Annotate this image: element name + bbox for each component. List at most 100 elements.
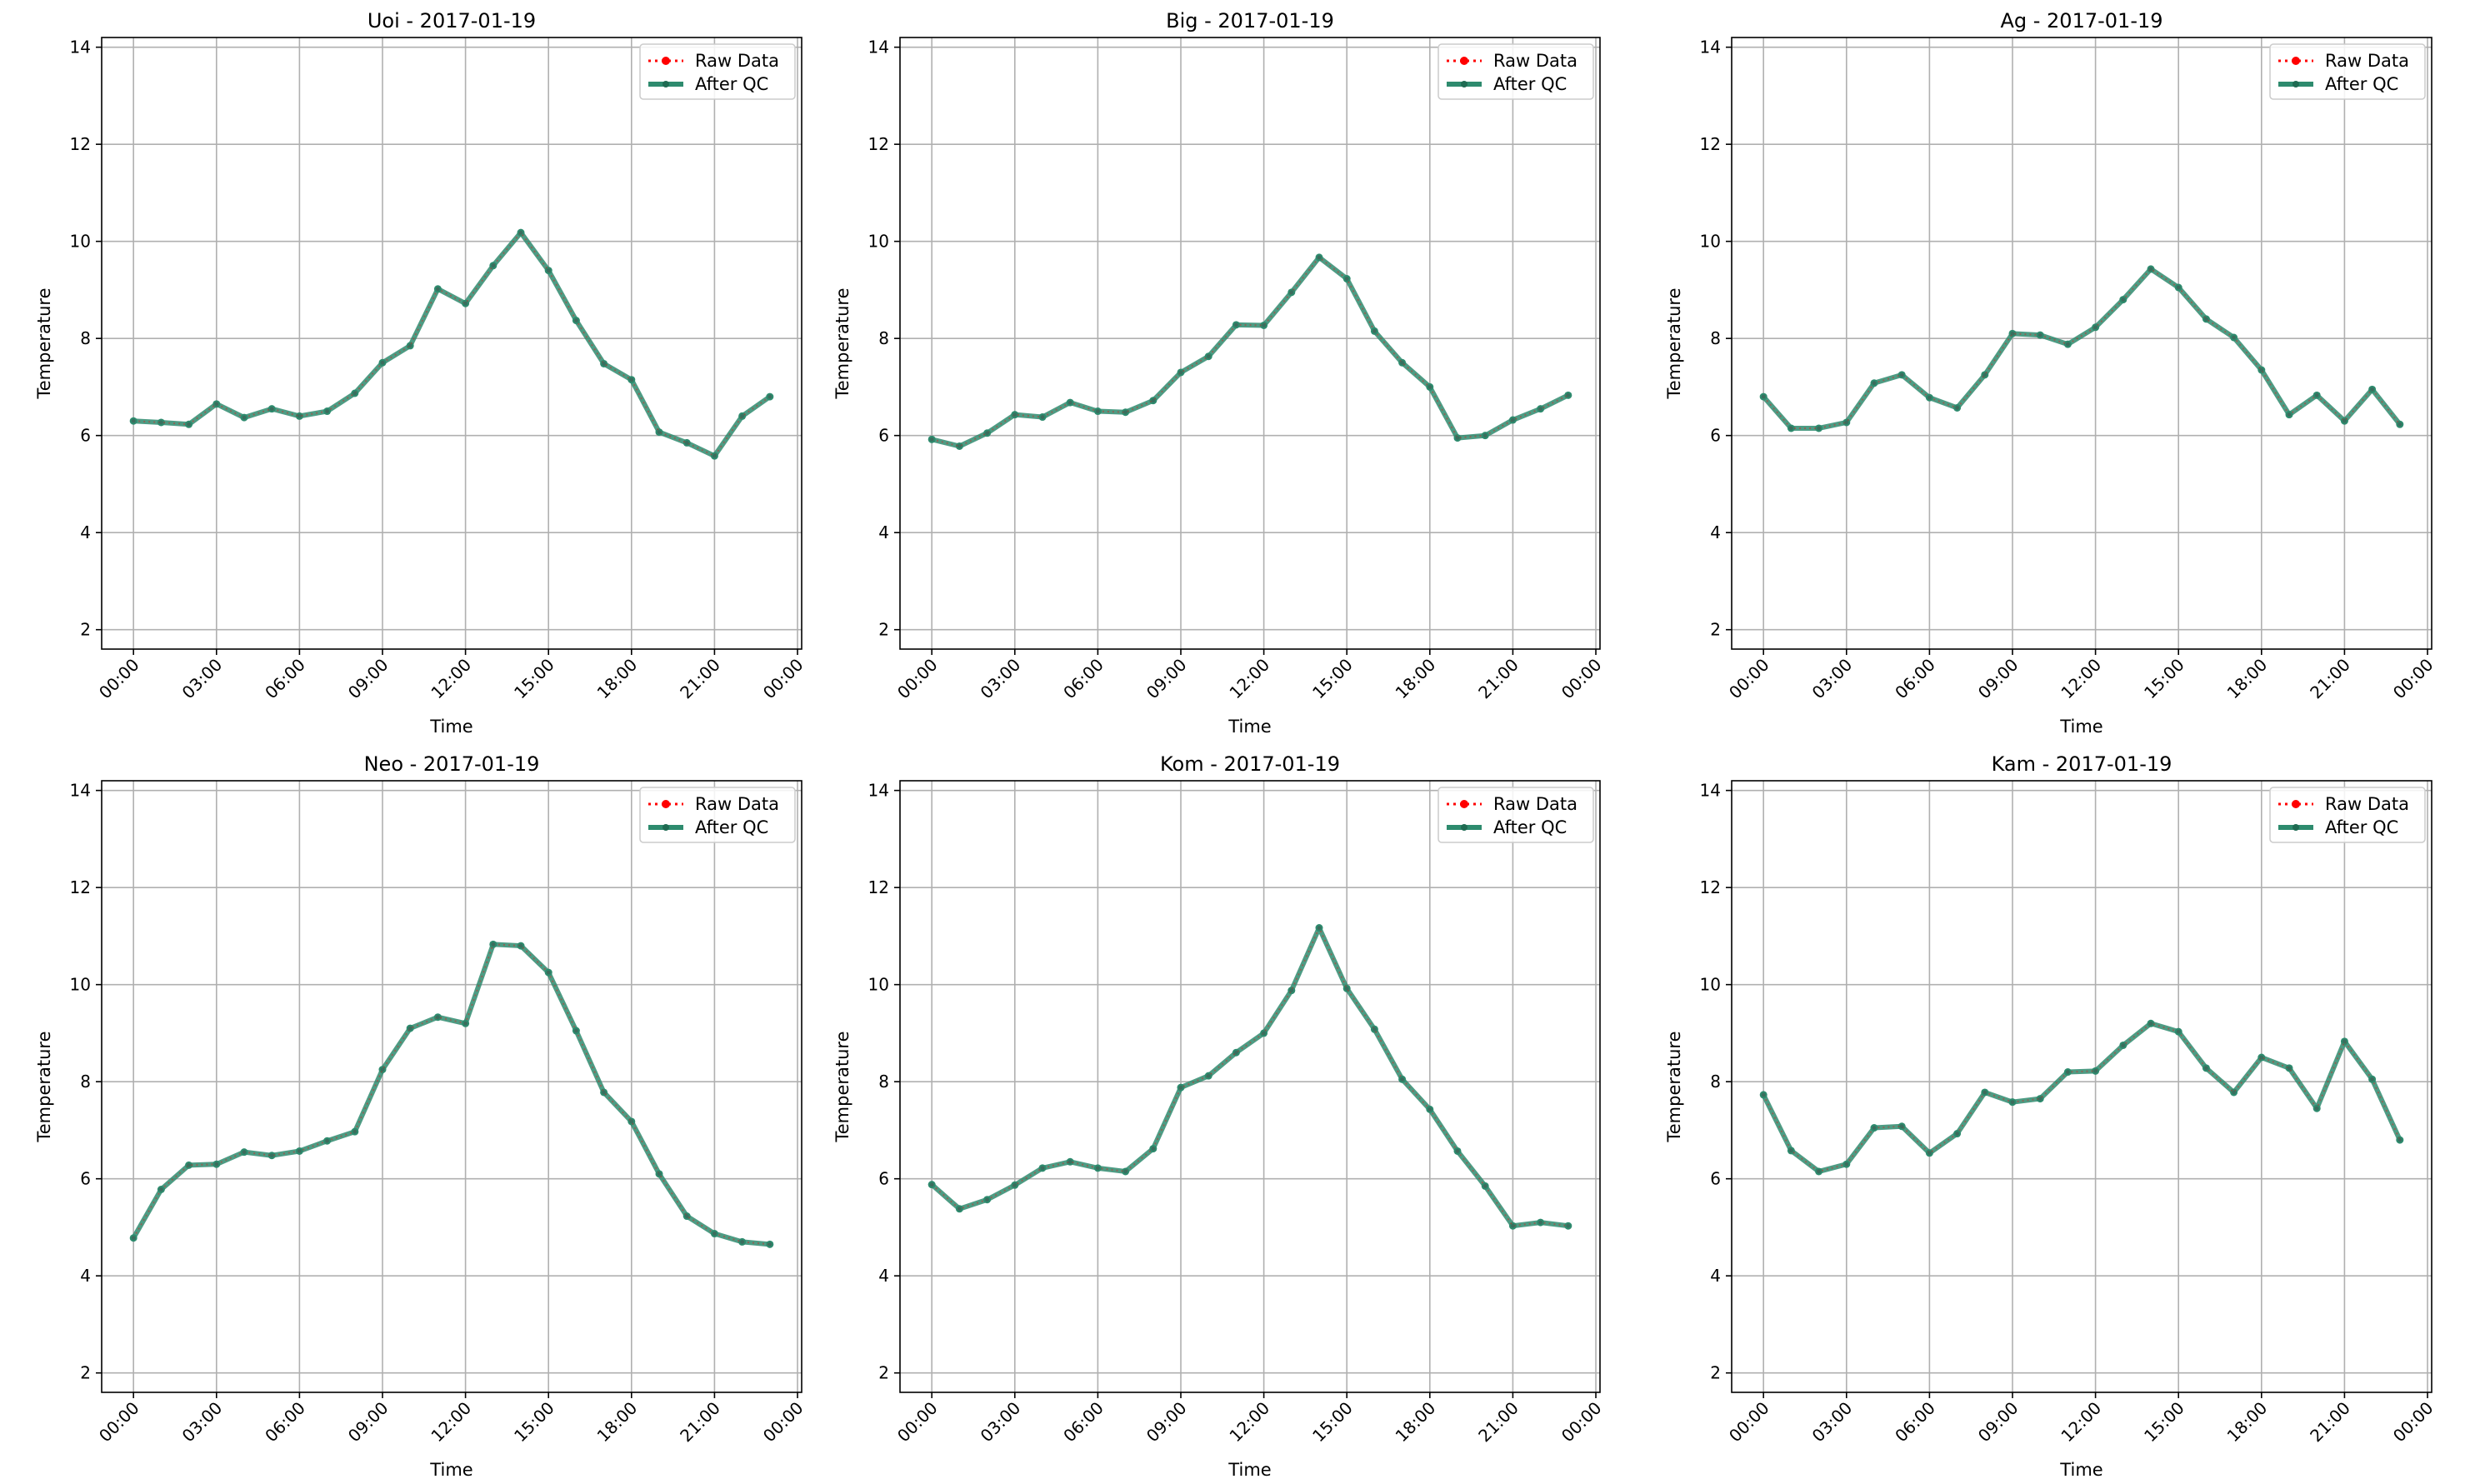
legend: Raw Data After QC <box>2269 787 2426 843</box>
raw-data-point <box>1538 407 1543 412</box>
legend: Raw Data After QC <box>639 43 796 100</box>
raw-data-point <box>1482 1184 1488 1188</box>
raw-data-point <box>1428 385 1432 389</box>
raw-data-point <box>1317 255 1322 260</box>
raw-data-point <box>158 420 163 425</box>
raw-data-point <box>712 453 717 458</box>
raw-data-point <box>1095 1166 1100 1171</box>
raw-data-point <box>1566 392 1571 397</box>
raw-data-point <box>2010 331 2015 336</box>
raw-data-point <box>1233 322 1238 327</box>
legend-label-after-qc: After QC <box>1493 74 1567 94</box>
raw-data-point <box>1262 323 1267 327</box>
raw-data-point <box>435 1015 440 1020</box>
raw-data-point <box>1151 1147 1156 1151</box>
raw-data-point <box>2093 325 2098 330</box>
raw-data-point <box>957 444 962 448</box>
x-axis-label: Time <box>2059 1460 2102 1480</box>
raw-data-point <box>929 1182 934 1187</box>
raw-data-point <box>985 1197 989 1202</box>
raw-data-point <box>1317 926 1322 930</box>
raw-data-point <box>297 1149 302 1153</box>
x-axis-label: Time <box>429 717 472 737</box>
x-axis-label: Time <box>1228 1460 1271 1480</box>
raw-data-point <box>518 943 523 948</box>
y-tick-label: 8 <box>80 1072 91 1092</box>
raw-data-point <box>574 318 578 323</box>
raw-data-point <box>242 415 247 420</box>
raw-data-point <box>131 418 136 423</box>
y-tick-label: 4 <box>878 522 889 542</box>
y-tick-label: 6 <box>1710 1169 1721 1189</box>
raw-data-point <box>574 1028 578 1033</box>
y-tick-label: 14 <box>868 37 889 57</box>
raw-data-point <box>985 431 989 436</box>
raw-data-point <box>1012 412 1018 417</box>
legend-marker-raw-data <box>2292 57 2300 65</box>
y-tick-label: 6 <box>878 426 889 446</box>
raw-data-point <box>2065 342 2070 347</box>
y-tick-label: 12 <box>1700 877 1721 897</box>
legend-label-after-qc: After QC <box>1493 817 1567 837</box>
raw-data-point <box>1872 1126 1877 1130</box>
legend-marker-raw-data <box>2292 800 2300 808</box>
legend: Raw Data After QC <box>1438 43 1594 100</box>
raw-data-point <box>1761 1092 1766 1097</box>
raw-data-point <box>463 1021 468 1026</box>
raw-data-point <box>1206 354 1211 359</box>
raw-data-point <box>2287 1066 2292 1071</box>
raw-data-point <box>1289 988 1294 993</box>
legend-label-raw-data: Raw Data <box>2325 51 2409 71</box>
y-tick-label: 2 <box>878 620 889 640</box>
y-tick-label: 4 <box>878 1266 889 1286</box>
chart-title: Ag - 2017-01-19 <box>2000 9 2162 32</box>
raw-data-point <box>1982 1090 1988 1095</box>
raw-data-point <box>1566 1223 1571 1228</box>
raw-data-point <box>1068 400 1072 405</box>
legend-label-raw-data: Raw Data <box>1493 51 1578 71</box>
y-tick-label: 8 <box>1710 328 1721 348</box>
raw-data-point <box>2148 1021 2153 1026</box>
raw-data-point <box>1761 394 1766 399</box>
x-axis-label: Time <box>429 1460 472 1480</box>
legend-label-raw-data: Raw Data <box>695 51 779 71</box>
raw-data-point <box>1844 1162 1849 1167</box>
y-tick-label: 2 <box>80 1363 91 1383</box>
raw-data-point <box>1844 420 1849 425</box>
legend-label-after-qc: After QC <box>2325 817 2398 837</box>
raw-data-point <box>2121 297 2126 302</box>
raw-data-point <box>929 437 934 442</box>
raw-data-point <box>740 413 745 418</box>
legend: Raw Data After QC <box>2269 43 2426 100</box>
raw-data-point <box>1927 1151 1932 1156</box>
y-tick-label: 2 <box>878 1363 889 1383</box>
raw-data-point <box>684 441 689 445</box>
legend: Raw Data After QC <box>639 787 796 843</box>
raw-data-point <box>957 1207 962 1212</box>
raw-data-point <box>546 970 551 975</box>
raw-data-point <box>187 1162 191 1167</box>
raw-data-point <box>2065 1070 2070 1074</box>
raw-data-point <box>2259 1055 2264 1060</box>
raw-data-point <box>491 263 496 268</box>
raw-data-point <box>1400 360 1405 365</box>
y-axis-label: Temperature <box>832 1031 852 1142</box>
legend-marker-after-qc <box>1461 81 1468 87</box>
raw-data-point <box>2176 1029 2181 1034</box>
x-axis-label: Time <box>1228 717 1271 737</box>
series-line-after-qc <box>931 254 1570 449</box>
raw-data-point <box>1012 1182 1018 1187</box>
raw-data-point <box>657 430 662 435</box>
raw-data-point <box>1955 1132 1959 1136</box>
raw-data-point <box>269 407 274 412</box>
y-tick-label: 14 <box>1700 781 1721 801</box>
raw-data-point <box>2038 1097 2042 1101</box>
raw-data-point <box>242 1150 247 1155</box>
y-tick-label: 12 <box>1700 134 1721 154</box>
raw-data-point <box>657 1172 662 1177</box>
raw-data-point <box>2038 332 2042 337</box>
y-tick-label: 2 <box>1710 1363 1721 1383</box>
raw-data-point <box>297 413 302 418</box>
legend-label-after-qc: After QC <box>2325 74 2398 94</box>
